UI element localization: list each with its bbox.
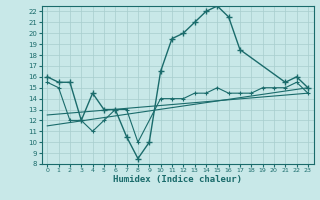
X-axis label: Humidex (Indice chaleur): Humidex (Indice chaleur) (113, 175, 242, 184)
